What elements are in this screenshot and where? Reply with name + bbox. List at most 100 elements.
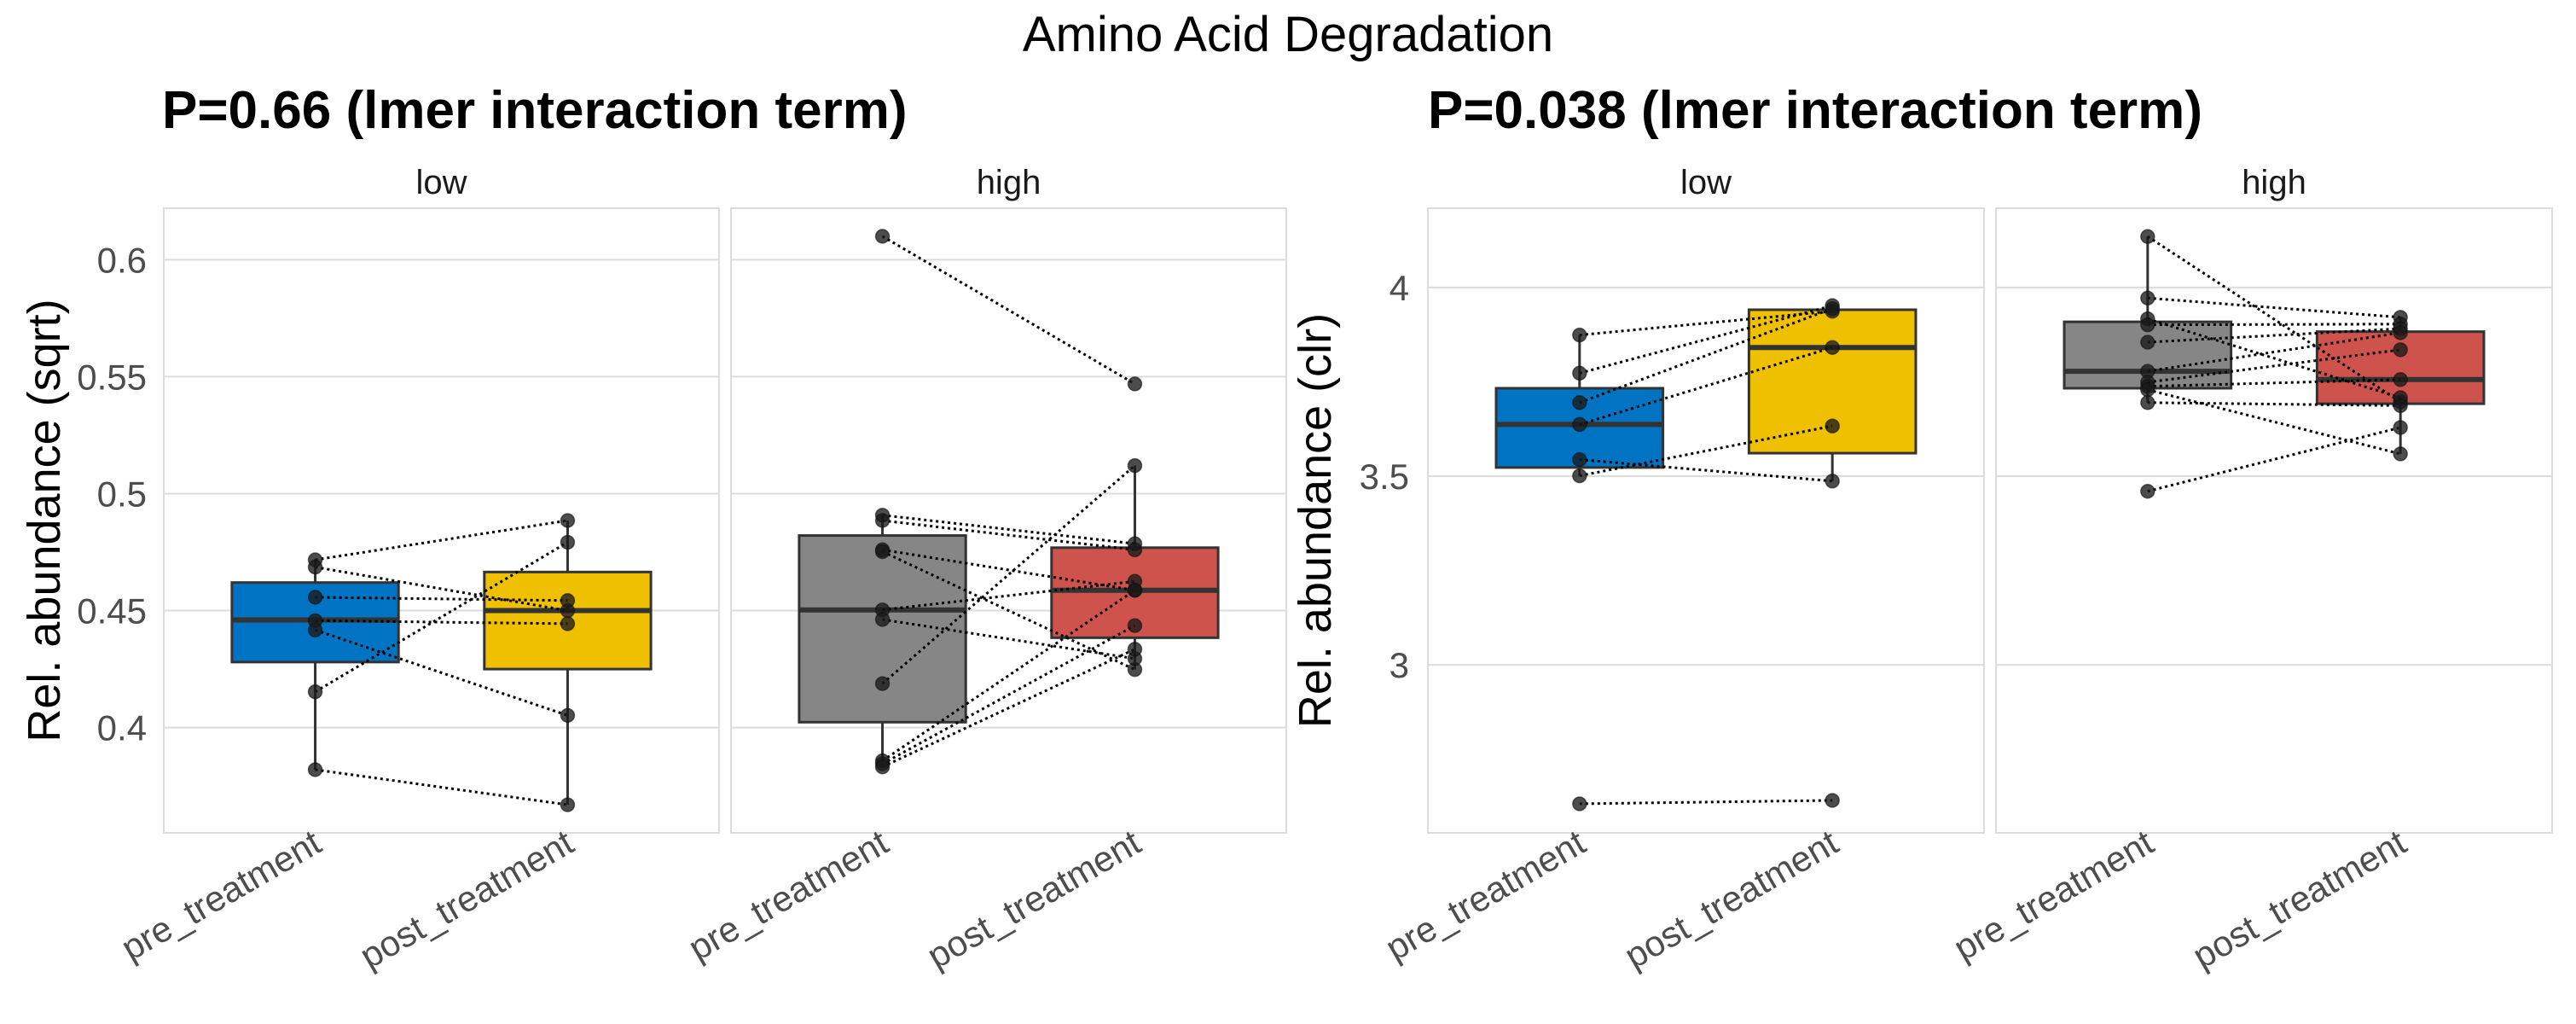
data-point xyxy=(2393,420,2408,435)
x-tick-label: post_treatment xyxy=(920,822,1147,976)
x-tick-label: pre_treatment xyxy=(114,822,328,969)
y-tick-label: 0.6 xyxy=(97,240,147,280)
y-tick-label: 0.45 xyxy=(77,591,147,631)
y-tick-label: 0.5 xyxy=(97,474,147,514)
data-point xyxy=(2140,290,2155,306)
data-point xyxy=(1572,416,1587,433)
data-point xyxy=(2393,398,2408,414)
facet-strip-label: high xyxy=(977,164,1041,201)
panel-background xyxy=(730,207,1287,834)
data-point xyxy=(307,684,323,700)
data-point xyxy=(2393,325,2408,340)
data-point xyxy=(1572,451,1587,468)
data-point xyxy=(1127,618,1143,633)
data-point xyxy=(1825,793,1840,808)
pair-line xyxy=(2147,401,2401,407)
data-point xyxy=(2140,317,2155,333)
x-tick-label: post_treatment xyxy=(1618,822,1845,976)
data-point xyxy=(874,612,891,627)
pair-line xyxy=(2147,331,2401,373)
y-tick-label: 0.4 xyxy=(97,708,147,748)
pair-line xyxy=(882,618,1135,660)
facet-strip-label: low xyxy=(415,164,467,201)
plot-1: P=0.66 (lmer interaction term) Rel. abund… xyxy=(19,81,1287,976)
data-point xyxy=(2140,381,2155,398)
data-point xyxy=(1127,457,1143,474)
x-tick-label: post_treatment xyxy=(2186,822,2413,976)
figure-title: Amino Acid Degradation xyxy=(1023,7,1553,62)
pair-line xyxy=(2147,426,2401,493)
pair-line xyxy=(2147,388,2401,456)
data-point xyxy=(307,559,323,575)
pair-line xyxy=(1579,310,1833,337)
data-point xyxy=(874,759,891,775)
pair-line xyxy=(315,596,568,602)
panel-background xyxy=(163,207,720,834)
x-tick-label: pre_treatment xyxy=(682,822,895,969)
data-point xyxy=(2140,335,2155,350)
data-point xyxy=(2393,372,2408,387)
data-point xyxy=(560,513,576,528)
data-point xyxy=(1825,418,1840,433)
data-point xyxy=(1572,365,1587,381)
pair-line xyxy=(881,550,1136,671)
data-point xyxy=(560,707,576,724)
pair-line xyxy=(315,519,568,561)
data-point xyxy=(307,622,323,638)
pair-line xyxy=(315,628,568,717)
x-tick-label: pre_treatment xyxy=(1378,822,1592,969)
y-tick-label: 3 xyxy=(1390,645,1409,685)
data-point xyxy=(1127,542,1143,558)
facet-strip-label: high xyxy=(2242,164,2306,201)
panel-background xyxy=(1427,207,1985,834)
pair-line xyxy=(881,624,1136,765)
pair-line xyxy=(2147,348,2401,384)
pair-line xyxy=(2147,317,2401,399)
data-point xyxy=(1572,327,1587,343)
data-point xyxy=(874,229,891,244)
plot-subtitle: P=0.038 (lmer interaction term) xyxy=(1428,81,2202,140)
pair-line xyxy=(882,548,1135,592)
pair-line xyxy=(1579,458,1833,483)
data-point xyxy=(1825,340,1840,355)
pair-line xyxy=(315,619,568,625)
plot-subtitle: P=0.66 (lmer interaction term) xyxy=(162,81,907,140)
data-point xyxy=(1572,395,1587,410)
data-point xyxy=(307,762,323,777)
pair-line xyxy=(2147,323,2401,327)
pair-line xyxy=(882,514,1135,545)
pair-line xyxy=(1579,304,1833,375)
data-point xyxy=(1572,468,1587,484)
x-tick-label: post_treatment xyxy=(353,822,580,976)
data-point xyxy=(2140,483,2155,499)
pair-line xyxy=(881,648,1136,769)
pair-line xyxy=(314,541,569,693)
pair-line xyxy=(2146,235,2402,404)
data-point xyxy=(307,590,323,605)
facet-strip-label: low xyxy=(1680,164,1732,201)
y-tick-label: 3.5 xyxy=(1360,457,1409,497)
panel-background xyxy=(1995,207,2553,834)
data-point xyxy=(1572,796,1587,812)
plot-2: P=0.038 (lmer interaction term) Rel. abun… xyxy=(1290,81,2553,976)
box-pre_treatment xyxy=(798,534,967,724)
data-point xyxy=(560,593,576,608)
data-point xyxy=(874,676,891,691)
pair-line xyxy=(1579,424,1833,478)
data-point xyxy=(2393,342,2408,358)
pair-line xyxy=(881,235,1136,386)
y-axis-label: Rel. abundance (sqrt) xyxy=(19,299,70,742)
pair-line xyxy=(882,579,1135,612)
data-point xyxy=(1825,474,1840,489)
pair-line xyxy=(2147,378,2401,388)
data-point xyxy=(1825,300,1840,317)
data-point xyxy=(874,513,891,528)
data-point xyxy=(560,616,576,631)
data-point xyxy=(1127,582,1143,598)
y-axis-label: Rel. abundance (clr) xyxy=(1290,313,1341,728)
pair-line xyxy=(881,464,1136,685)
data-point xyxy=(2393,446,2408,462)
x-tick-label: pre_treatment xyxy=(1947,822,2160,969)
data-point xyxy=(2140,229,2155,244)
